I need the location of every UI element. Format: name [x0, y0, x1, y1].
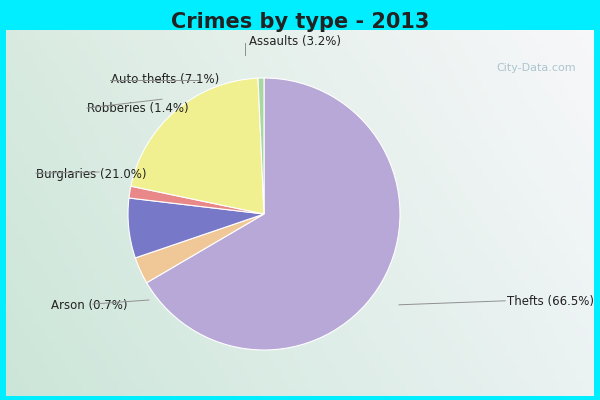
Text: Auto thefts (7.1%): Auto thefts (7.1%): [111, 74, 219, 86]
Wedge shape: [129, 186, 264, 214]
Wedge shape: [146, 78, 400, 350]
Text: Thefts (66.5%): Thefts (66.5%): [507, 296, 594, 308]
Text: Burglaries (21.0%): Burglaries (21.0%): [36, 168, 146, 180]
Text: Arson (0.7%): Arson (0.7%): [51, 300, 128, 312]
Text: Robberies (1.4%): Robberies (1.4%): [87, 102, 188, 115]
Wedge shape: [258, 78, 264, 214]
Wedge shape: [131, 78, 264, 214]
Wedge shape: [128, 198, 264, 258]
Wedge shape: [135, 214, 264, 283]
Text: Assaults (3.2%): Assaults (3.2%): [249, 36, 341, 48]
Text: City-Data.com: City-Data.com: [496, 63, 576, 73]
Text: Crimes by type - 2013: Crimes by type - 2013: [171, 12, 429, 32]
